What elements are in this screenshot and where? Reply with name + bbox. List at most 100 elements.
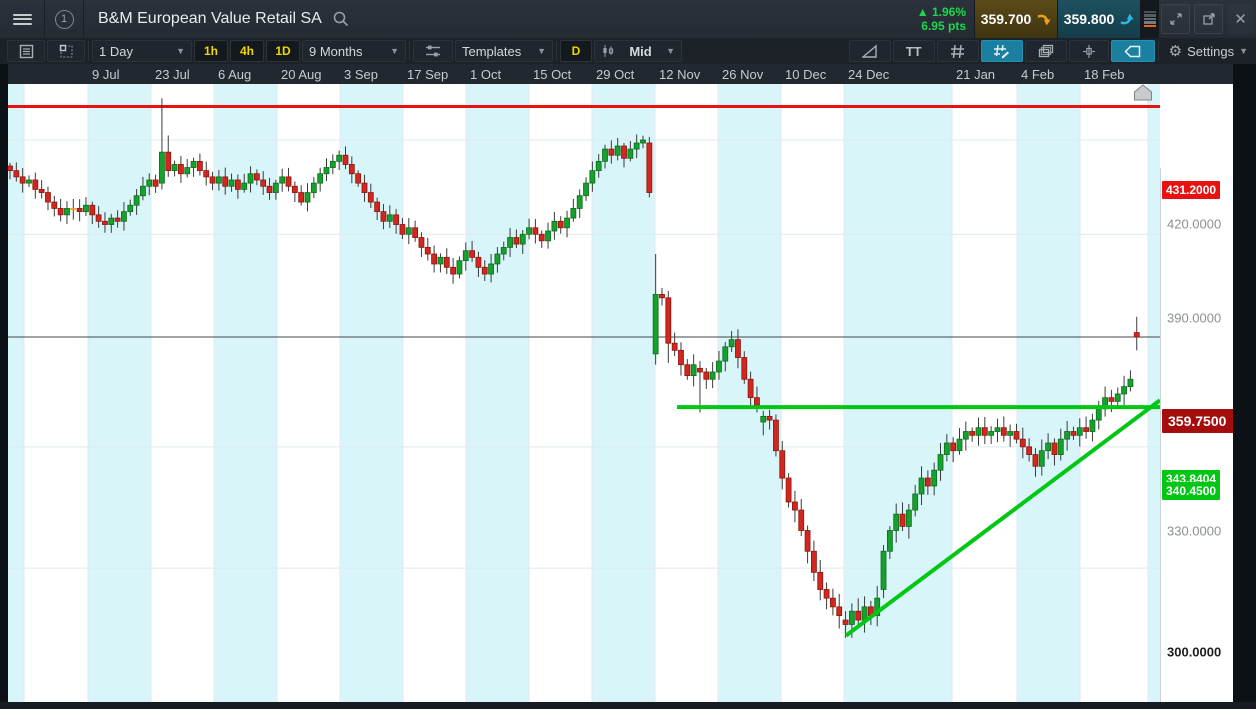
candle xyxy=(215,176,222,184)
price-change-summary: ▲ 1.96% 6.95 pts xyxy=(917,5,974,33)
date-tick-label: 1 Oct xyxy=(470,67,502,82)
candle xyxy=(152,179,159,187)
date-tick-label: 12 Nov xyxy=(659,67,701,82)
candle xyxy=(488,263,494,275)
candle xyxy=(988,431,995,436)
candle xyxy=(614,145,621,156)
candle xyxy=(583,182,589,197)
interval-badge-button[interactable]: D xyxy=(560,40,592,62)
candle xyxy=(557,220,564,229)
candle xyxy=(13,170,20,178)
candle xyxy=(234,179,241,190)
select-region-button[interactable] xyxy=(47,40,85,62)
right-edge-strip xyxy=(1233,64,1256,709)
date-tick-label: 24 Dec xyxy=(848,67,890,82)
info-button[interactable]: 1 xyxy=(45,0,84,38)
date-tick-label: 4 Feb xyxy=(1021,67,1055,82)
candle xyxy=(285,176,292,187)
date-tick-label: 23 Jul xyxy=(155,67,190,82)
candle xyxy=(564,217,570,229)
candle xyxy=(247,173,254,184)
price-axis[interactable]: 420.0000 390.0000 330.0000 300.0000 431.2000… xyxy=(1160,168,1256,709)
candle-style-button[interactable] xyxy=(1068,40,1109,62)
chart-layers-button[interactable] xyxy=(1024,40,1067,62)
candle xyxy=(918,477,925,495)
candle xyxy=(716,360,722,373)
grid-edit-button[interactable] xyxy=(980,40,1023,62)
candle xyxy=(1026,446,1033,455)
sell-arrow-down-icon xyxy=(1037,14,1051,25)
price-chart[interactable] xyxy=(8,84,1160,702)
candle xyxy=(178,164,184,175)
close-button[interactable]: ✕ xyxy=(1227,4,1254,34)
resistance-price-badge: 431.2000 xyxy=(1162,181,1221,200)
candle xyxy=(652,293,659,355)
date-tick-label: 20 Aug xyxy=(281,67,322,82)
candle xyxy=(475,256,482,268)
search-button[interactable] xyxy=(332,10,350,28)
candle xyxy=(924,477,931,487)
candle xyxy=(513,237,520,245)
chart-plot-area[interactable]: 420.0000 390.0000 330.0000 300.0000 431.2000… xyxy=(0,84,1256,709)
candle xyxy=(811,550,817,573)
candle xyxy=(266,185,273,193)
candle xyxy=(171,164,178,172)
indicator-settings-button[interactable] xyxy=(413,40,453,62)
candle xyxy=(393,214,400,225)
chevron-down-icon: ▼ xyxy=(537,46,546,56)
candle xyxy=(754,397,760,406)
candle xyxy=(228,179,235,187)
grid-icon xyxy=(951,44,965,58)
settings-dropdown[interactable]: ⚙ Settings ▼ xyxy=(1161,38,1256,64)
range-dropdown[interactable]: 9 Months ▼ xyxy=(302,40,406,62)
price-label-tool-button[interactable] xyxy=(1110,40,1155,62)
popout-button[interactable] xyxy=(1194,4,1223,34)
candle xyxy=(291,185,298,193)
list-icon xyxy=(19,44,33,58)
candle xyxy=(697,367,703,373)
candle xyxy=(108,217,115,225)
candle xyxy=(361,182,368,193)
candle xyxy=(627,148,634,159)
candle xyxy=(709,371,716,380)
draw-trendline-button[interactable] xyxy=(848,40,891,62)
scroll-to-latest-marker[interactable] xyxy=(1134,84,1152,101)
candle xyxy=(329,160,336,168)
candle xyxy=(621,145,627,159)
templates-dropdown[interactable]: Templates ▼ xyxy=(455,40,553,62)
timeframe-1d-button[interactable]: 1D xyxy=(266,40,300,62)
fortnight-stripes xyxy=(8,84,1160,702)
candle xyxy=(943,442,950,455)
price-type-dropdown[interactable]: Mid ▼ xyxy=(594,40,682,62)
period-dropdown[interactable]: 1 Day ▼ xyxy=(92,40,192,62)
candle xyxy=(969,431,976,436)
hamburger-menu-button[interactable] xyxy=(0,0,45,38)
ascending-trendline[interactable] xyxy=(844,398,1160,638)
candle xyxy=(386,214,393,222)
candle xyxy=(640,139,646,144)
date-axis[interactable]: 9 Jul 23 Jul 6 Aug 20 Aug 3 Sep 17 Sep 1 Oct 15… xyxy=(0,64,1233,85)
grid-button[interactable] xyxy=(936,40,979,62)
text-tool-button[interactable]: TT xyxy=(892,40,935,62)
chevron-down-icon: ▼ xyxy=(176,46,185,56)
sell-price-button[interactable]: 359.700 xyxy=(974,0,1057,38)
candle xyxy=(1013,431,1020,440)
timeframe-4h-button[interactable]: 4h xyxy=(230,40,264,62)
candle xyxy=(374,201,381,213)
candle xyxy=(665,297,672,344)
price-tick-label: 420.0000 xyxy=(1167,216,1222,232)
candle xyxy=(519,233,526,245)
price-tick-label: 300.0000 xyxy=(1167,644,1222,660)
buy-price-button[interactable]: 359.800 xyxy=(1057,0,1140,38)
order-list-button[interactable] xyxy=(7,40,45,62)
candle xyxy=(102,220,108,225)
timeframe-1h-button[interactable]: 1h xyxy=(194,40,228,62)
expand-button[interactable] xyxy=(1161,4,1190,34)
info-circle-icon: 1 xyxy=(54,9,74,29)
candle xyxy=(469,250,475,258)
depth-ladder-button[interactable] xyxy=(1140,0,1159,38)
candle xyxy=(1070,431,1077,436)
candle xyxy=(222,176,229,187)
candle xyxy=(1127,378,1134,387)
buy-price: 359.800 xyxy=(1063,11,1115,27)
